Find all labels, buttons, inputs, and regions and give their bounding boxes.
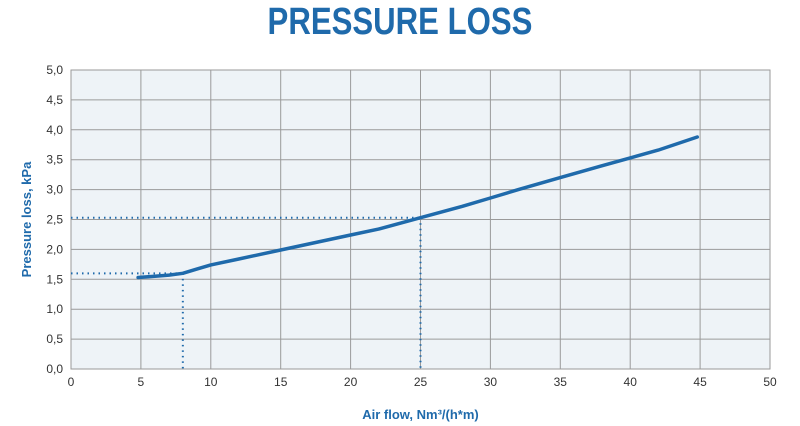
x-tick-label: 20 xyxy=(344,375,358,389)
x-tick-label: 15 xyxy=(274,375,288,389)
y-tick-label: 1,5 xyxy=(46,272,63,286)
y-tick-label: 1,0 xyxy=(46,302,63,316)
x-tick-label: 25 xyxy=(414,375,428,389)
x-tick-label: 5 xyxy=(138,375,145,389)
x-tick-label: 30 xyxy=(484,375,498,389)
x-axis-ticks: 0 5 10 15 20 25 30 35 40 45 50 xyxy=(68,375,777,389)
x-axis-label: Air flow, Nm³/(h*m) xyxy=(362,407,479,422)
x-tick-label: 10 xyxy=(204,375,218,389)
x-tick-label: 45 xyxy=(693,375,707,389)
x-tick-label: 0 xyxy=(68,375,75,389)
y-tick-label: 4,5 xyxy=(46,93,63,107)
reference-lines xyxy=(71,216,422,369)
series-line xyxy=(136,135,700,280)
y-axis-label: Pressure loss, kPa xyxy=(19,161,34,277)
y-tick-label: 5,0 xyxy=(46,63,63,77)
y-tick-label: 3,5 xyxy=(46,153,63,167)
y-tick-label: 3,0 xyxy=(46,183,63,197)
y-tick-label: 0,5 xyxy=(46,332,63,346)
y-tick-label: 0,0 xyxy=(46,362,63,376)
x-tick-label: 50 xyxy=(763,375,777,389)
y-tick-label: 2,5 xyxy=(46,213,63,227)
y-axis-ticks: 0,0 0,5 1,0 1,5 2,0 2,5 3,0 3,5 4,0 4,5 5,0 xyxy=(46,63,63,376)
y-tick-label: 4,0 xyxy=(46,123,63,137)
x-tick-label: 40 xyxy=(624,375,638,389)
chart-title: PRESSURE LOSS xyxy=(267,1,533,43)
y-tick-label: 2,0 xyxy=(46,242,63,256)
x-tick-label: 35 xyxy=(554,375,568,389)
